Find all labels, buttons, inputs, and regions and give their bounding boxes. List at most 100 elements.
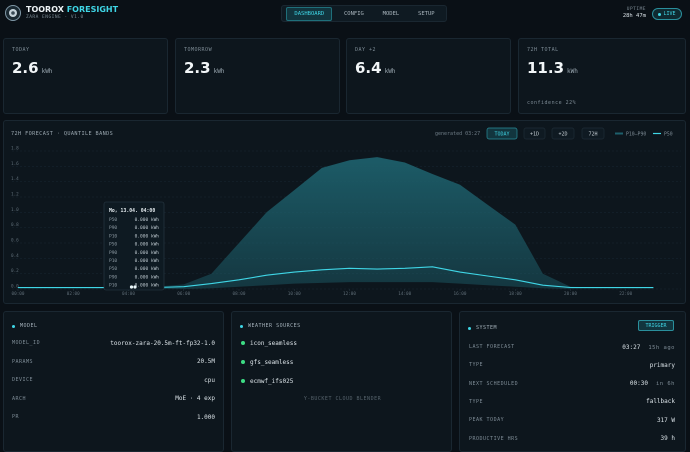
status-dot [468,326,471,330]
card-title: WEATHER SOURCES [248,323,301,329]
chart-title: 72H FORECAST · QUANTILE BANDS [11,131,113,137]
legend-label: P10–P90 [626,132,646,138]
system-value: 39 h [660,435,675,442]
x-tick-label: 08:00 [233,291,246,297]
source-dot [241,379,245,383]
y-tick-label: 0.4 [11,253,19,259]
system-key: TYPE [469,362,484,369]
tooltip-value: 0.000 kWh [135,225,160,231]
nav-tab[interactable]: DASHBOARD [286,6,333,21]
live-button[interactable]: LIVE [652,8,682,20]
legend-label: P50 [664,132,673,138]
tooltip-key: P10 [109,283,117,289]
kpi-card: TOMORROW 2.3 kWh [175,38,340,114]
system-note: 15h ago [648,344,675,351]
system-value-row: 03:27 15h ago [622,344,675,351]
x-tick-label: 12:00 [343,291,356,297]
system-value-row: primary [650,362,675,369]
kpi-label: DAY +2 [355,47,377,53]
y-tick-label: 0.8 [11,222,19,228]
weather-source: gfs_seamless [250,359,294,366]
y-tick-label: 0.0 [11,284,19,290]
y-tick-label: 0.2 [11,268,19,274]
y-tick-label: 1.0 [11,207,19,213]
status-dot [240,324,243,328]
model-value: 1.000 [196,413,215,421]
range-label[interactable]: TODAY [494,132,509,138]
y-tick-label: 1.4 [11,176,19,182]
tooltip-key: P90 [109,225,117,231]
y-tick-label: 0.6 [11,238,19,244]
kpi-value: 6.4 [355,59,382,77]
tooltip-value: 0.000 kWh [135,266,160,272]
system-key: PEAK TODAY [469,417,505,424]
tooltip-value: 0.000 kWh [135,274,160,280]
tooltip-value: 0.000 kWh [135,250,160,256]
kpi-label: TODAY [12,47,30,53]
system-value-row: 39 h [661,435,675,442]
system-value-row: 00:30 in 6h [630,380,675,387]
x-tick-label: 16:00 [454,291,467,297]
nav-tab[interactable]: MODEL [382,10,400,17]
kpi-card: DAY +2 6.4 kWh [346,38,511,114]
range-label[interactable]: +2D [558,132,567,138]
model-key: PARAMS [12,358,34,365]
uptime-label: UPTIME [626,7,646,12]
x-tick-label: 22:00 [619,291,632,297]
quantile-band [18,157,654,289]
hover-dot [133,285,137,289]
x-tick-label: 20:00 [564,291,577,297]
system-key: LAST FORECAST [469,344,515,350]
model-key: DEVICE [12,377,34,383]
range-button[interactable] [523,127,546,140]
model-card: MODEL MODEL_ID toorox-zara-20.5m-ft-fp32-1… [3,311,224,452]
system-value: 03:27 [622,343,641,351]
kpi-card: TODAY 2.6 kWh [3,38,168,114]
source-dot [241,341,245,345]
model-key: ARCH [12,395,27,402]
nav-tab[interactable]: SETUP [418,10,435,17]
tooltip-key: P10 [109,258,117,264]
kpi-unit: kWh [567,68,578,75]
generated: generated 03:27 [435,131,480,137]
model-value: MoE · 4 exp [175,395,215,402]
weather-source: ecmwf_ifs025 [250,378,294,385]
kpi-value-row: 11.3 kWh [527,59,578,77]
kpi-card: 72H TOTAL 11.3 kWh confidence 22% [518,38,686,114]
tooltip-key: P90 [109,274,117,280]
nav: DASHBOARD CONFIG MODEL SETUP [281,5,447,22]
tooltip-value: 0.000 kWh [135,233,160,239]
system-key: TYPE [469,398,484,405]
live-dot [658,12,662,16]
kpi-value-row: 2.6 kWh [12,59,52,77]
kpi-value: 2.6 [12,59,39,77]
tooltip-value: 0.000 kWh [135,242,160,248]
system-value: 00:30 [629,380,648,388]
tooltip-title: Mo, 13.04. 04:00 [109,208,155,214]
status-dot [12,324,15,328]
range-button[interactable] [486,127,518,140]
tooltip-key: P10 [109,233,117,239]
y-tick-label: 1.8 [11,146,19,152]
range-label[interactable]: 72H [588,132,597,138]
weather-card: WEATHER SOURCES icon_seamless gfs_seamless… [231,311,452,452]
y-tick-label: 1.6 [11,161,19,167]
y-tick-label: 1.2 [11,192,19,198]
system-card: SYSTEM TRIGGER LAST FORECAST 03:27 15h ago TY… [459,311,686,452]
model-value: cpu [204,376,215,384]
kpi-unit: kWh [384,68,396,75]
weather-footer: Y-BUCKET CLOUD BLENDER [303,396,382,402]
x-tick-label: 02:00 [67,291,80,297]
range-button[interactable] [551,127,575,140]
range-button[interactable] [581,127,605,140]
tooltip-key: P50 [109,242,117,248]
kpi-unit: kWh [41,68,53,75]
x-tick-label: 04:00 [122,291,135,297]
trigger-button[interactable]: TRIGGER [638,320,674,331]
card-title: MODEL [20,323,38,329]
range-label[interactable]: +1D [530,132,539,138]
nav-tab[interactable]: CONFIG [344,10,364,17]
system-key: PRODUCTIVE HRS [469,435,519,442]
kpi-label: 72H TOTAL [527,47,559,53]
forecast-chart: 72H FORECAST · QUANTILE BANDS generated 0… [11,127,681,297]
